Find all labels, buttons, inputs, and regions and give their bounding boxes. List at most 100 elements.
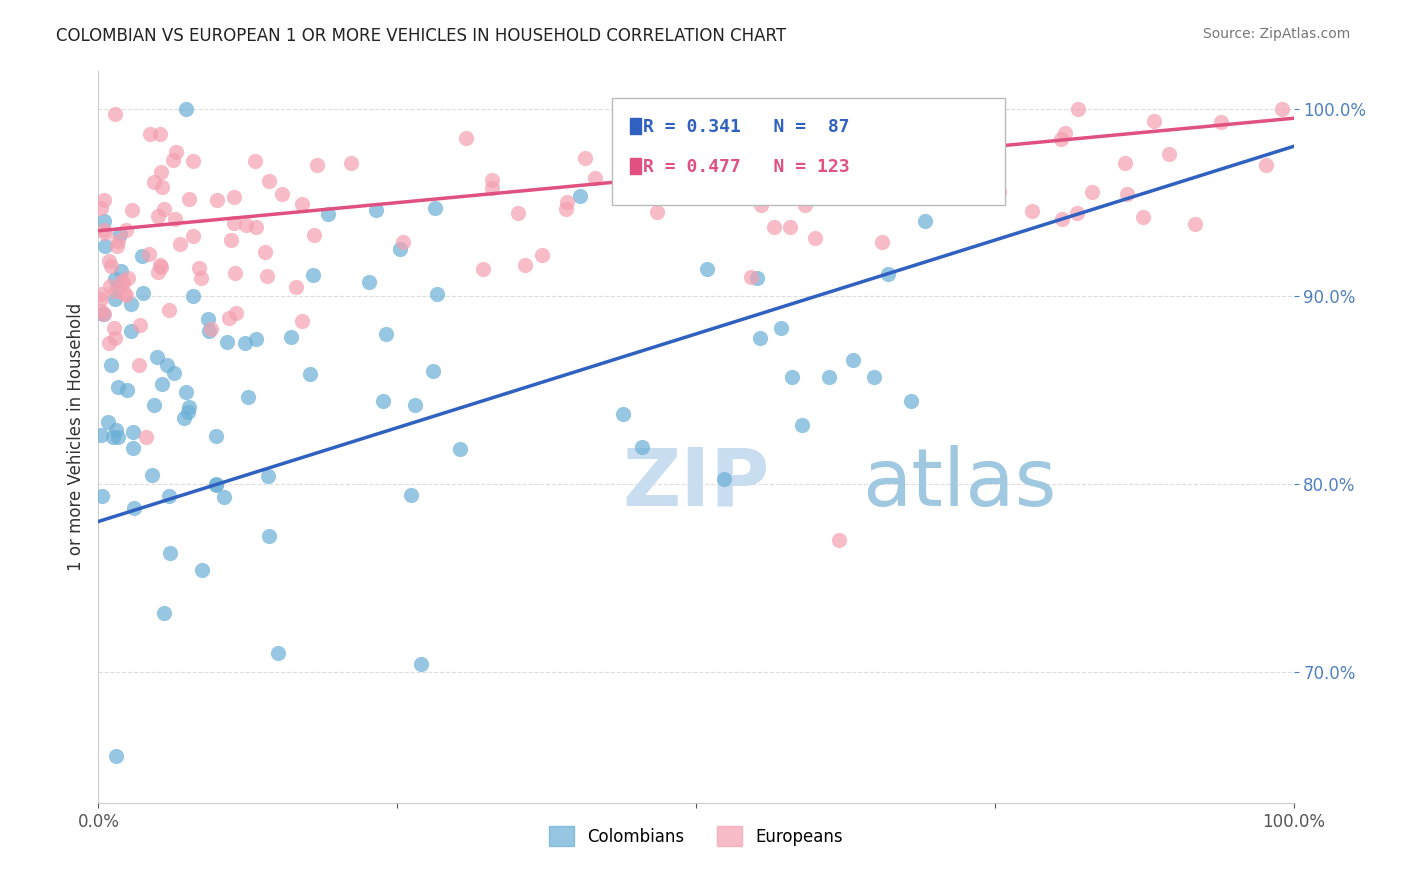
Europeans: [218, 310, 240, 325]
Europeans: [675, 173, 697, 187]
Europeans: [181, 229, 204, 244]
Europeans: [751, 198, 773, 212]
Colombians: [245, 332, 267, 346]
Colombians: [257, 529, 280, 543]
Colombians: [713, 472, 735, 486]
Europeans: [1050, 132, 1073, 146]
Colombians: [197, 324, 219, 338]
Text: R = 0.477   N = 123: R = 0.477 N = 123: [643, 158, 849, 176]
Colombians: [235, 336, 257, 351]
Europeans: [169, 236, 191, 251]
Europeans: [97, 254, 120, 268]
Europeans: [1053, 126, 1076, 140]
Europeans: [121, 202, 143, 217]
Colombians: [90, 428, 112, 442]
Europeans: [146, 209, 169, 223]
Colombians: [422, 364, 444, 378]
Europeans: [143, 175, 166, 189]
Europeans: [1021, 204, 1043, 219]
Europeans: [139, 127, 162, 141]
Europeans: [884, 141, 907, 155]
Europeans: [114, 223, 136, 237]
Colombians: [449, 442, 471, 456]
Colombians: [316, 207, 339, 221]
Colombians: [780, 370, 803, 384]
Europeans: [853, 162, 876, 177]
Colombians: [110, 264, 132, 278]
Europeans: [224, 266, 246, 280]
Colombians: [97, 415, 120, 429]
Colombians: [107, 379, 129, 393]
Colombians: [371, 393, 394, 408]
Europeans: [1256, 158, 1278, 172]
Colombians: [612, 407, 634, 421]
Colombians: [173, 411, 195, 425]
Europeans: [90, 303, 112, 318]
Europeans: [506, 206, 529, 220]
Europeans: [481, 173, 503, 187]
Europeans: [716, 148, 738, 162]
Europeans: [90, 286, 112, 301]
Colombians: [366, 203, 388, 218]
Europeans: [149, 127, 172, 141]
Europeans: [574, 151, 596, 165]
Europeans: [149, 258, 172, 272]
Colombians: [108, 227, 131, 241]
Colombians: [152, 606, 174, 620]
Europeans: [225, 306, 247, 320]
Europeans: [105, 239, 128, 253]
Europeans: [1066, 206, 1088, 220]
Colombians: [214, 490, 236, 504]
Europeans: [253, 244, 276, 259]
Colombians: [409, 657, 432, 671]
Europeans: [938, 153, 960, 168]
Colombians: [104, 293, 127, 307]
Europeans: [93, 307, 115, 321]
Europeans: [392, 235, 415, 250]
Europeans: [727, 127, 749, 141]
Europeans: [1050, 211, 1073, 226]
Europeans: [1271, 102, 1294, 116]
Europeans: [803, 231, 825, 245]
Colombians: [101, 430, 124, 444]
Europeans: [740, 269, 762, 284]
Colombians: [425, 201, 447, 215]
Colombians: [204, 477, 226, 491]
Europeans: [945, 178, 967, 193]
Europeans: [1209, 115, 1232, 129]
Colombians: [115, 383, 138, 397]
Colombians: [156, 358, 179, 372]
Europeans: [200, 322, 222, 336]
Text: ZIP: ZIP: [623, 445, 769, 523]
Europeans: [97, 336, 120, 351]
Colombians: [152, 377, 174, 392]
Colombians: [107, 430, 129, 444]
Europeans: [1081, 185, 1104, 199]
Europeans: [111, 275, 134, 289]
Colombians: [122, 501, 145, 516]
Text: Source: ZipAtlas.com: Source: ZipAtlas.com: [1202, 27, 1350, 41]
Europeans: [162, 153, 184, 167]
Europeans: [152, 202, 174, 217]
Europeans: [1132, 210, 1154, 224]
Colombians: [105, 423, 128, 437]
Colombians: [357, 275, 380, 289]
Colombians: [747, 271, 769, 285]
Europeans: [733, 173, 755, 187]
Text: atlas: atlas: [862, 445, 1056, 523]
Europeans: [291, 314, 314, 328]
Colombians: [132, 285, 155, 300]
Europeans: [165, 145, 187, 160]
Europeans: [988, 185, 1011, 199]
Europeans: [150, 260, 173, 275]
Colombians: [790, 418, 813, 433]
Europeans: [938, 183, 960, 197]
Europeans: [152, 180, 174, 194]
Colombians: [131, 249, 153, 263]
Colombians: [301, 268, 323, 282]
Europeans: [339, 156, 361, 170]
Europeans: [188, 260, 211, 275]
Europeans: [285, 280, 308, 294]
Europeans: [1157, 147, 1180, 161]
Colombians: [388, 242, 411, 256]
